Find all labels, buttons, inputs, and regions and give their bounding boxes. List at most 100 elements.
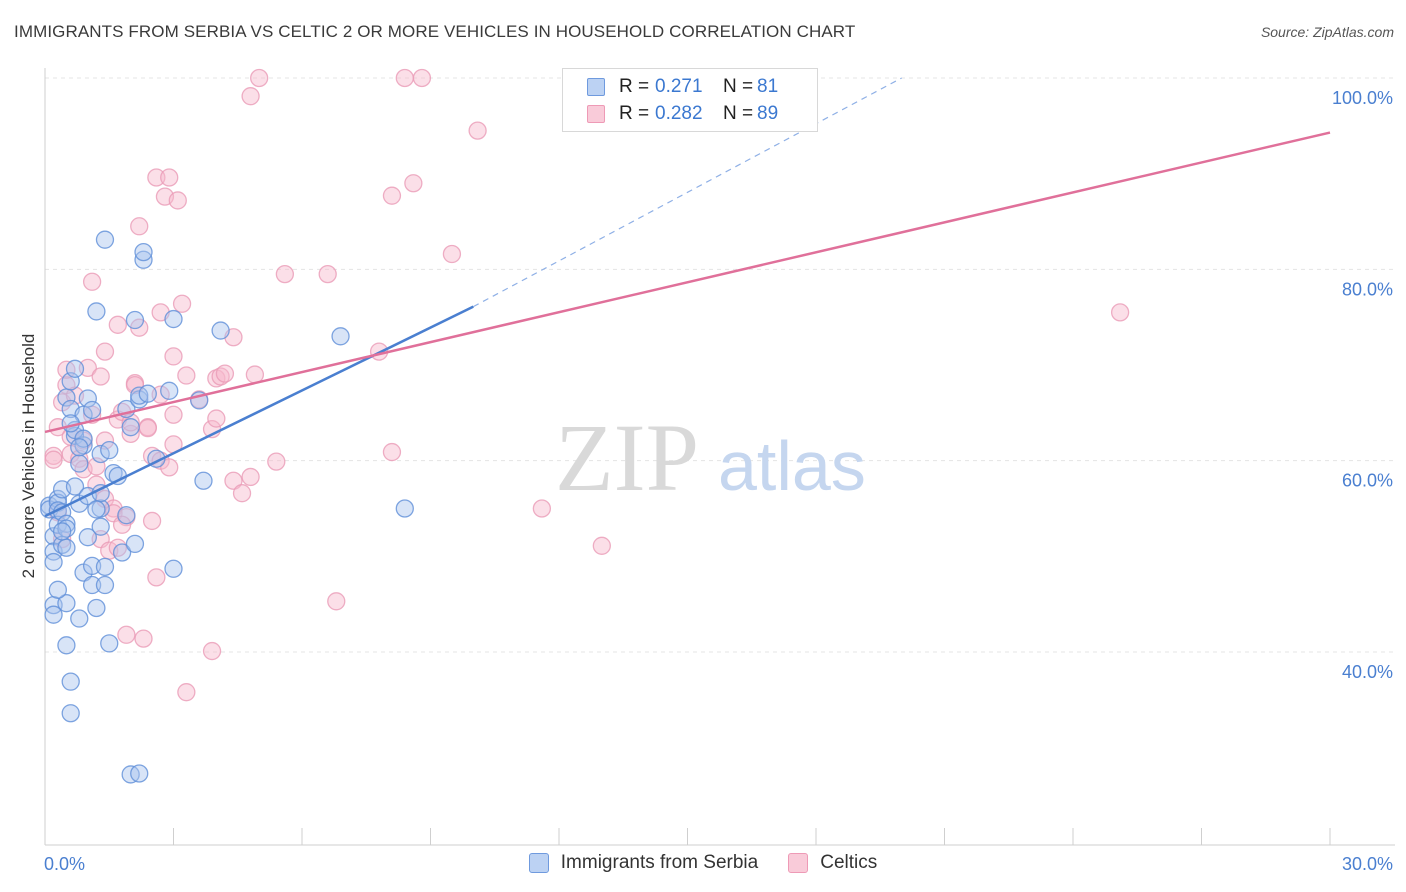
celtics-point [177, 683, 196, 702]
serbia-point [125, 534, 145, 554]
celtics-point [82, 272, 102, 291]
celtics-point [318, 264, 337, 284]
serbia-point [112, 543, 132, 562]
serbia-point [87, 302, 106, 321]
celtics-point [250, 68, 269, 88]
serbia-point [134, 242, 153, 262]
serbia-point [57, 594, 76, 613]
serbia-point [82, 556, 102, 576]
celtics-point [532, 499, 552, 518]
x-tick-label: 30.0% [1342, 854, 1393, 874]
celtics-point [442, 244, 462, 264]
series-legend: Immigrants from Serbia Celtics [0, 852, 1406, 874]
watermark-atlas: atlas [718, 427, 866, 505]
serbia-point [87, 500, 106, 519]
celtics-point [78, 358, 97, 378]
celtics-point [241, 87, 260, 106]
celtics-point [1110, 303, 1130, 322]
celtics-point [327, 592, 346, 611]
legend-item-celtics[interactable]: Celtics [788, 852, 877, 874]
y-tick-label: 40.0% [1342, 662, 1393, 682]
serbia-point [395, 499, 414, 518]
serbia-point [194, 471, 213, 490]
legend-n-label: N = [723, 103, 754, 124]
celtics-point [151, 385, 170, 404]
serbia-point [164, 559, 183, 578]
celtics-point [224, 471, 243, 490]
celtics-point [468, 121, 487, 140]
y-axis-title: 2 or more Vehicles in Household [19, 334, 38, 579]
serbia-point [95, 230, 115, 249]
serbia-point [74, 429, 93, 448]
legend-label-celtics: Celtics [820, 852, 878, 873]
celtics-point [147, 168, 166, 187]
serbia-point [125, 310, 145, 330]
legend-row-serbia: R = 0.271 N = 81 [587, 74, 778, 100]
chart-title: IMMIGRANTS FROM SERBIA VS CELTIC 2 OR MO… [14, 22, 856, 41]
celtics-point [108, 315, 127, 334]
celtics-point [130, 217, 149, 236]
celtics-point [395, 68, 414, 88]
source-label: Source: ZipAtlas.com [1260, 24, 1394, 40]
legend-swatch-serbia [587, 78, 605, 96]
serbia-point [70, 454, 89, 473]
serbia-point [44, 552, 63, 572]
celtics-point [592, 536, 611, 555]
celtics-point [164, 347, 183, 366]
serbia-point [78, 528, 97, 547]
serbia-point [65, 359, 85, 378]
x-tick-label: 0.0% [44, 854, 85, 874]
series-serbia-points [40, 230, 414, 784]
serbia-point [121, 418, 140, 437]
serbia-point [70, 438, 89, 457]
legend-swatch-celtics [587, 105, 605, 123]
legend-row-celtics: R = 0.282 N = 89 [587, 101, 778, 127]
serbia-trend-line [44, 305, 474, 518]
celtics-point [275, 264, 295, 284]
serbia-point [160, 381, 179, 400]
celtics-point [117, 625, 136, 644]
celtics-trend-line [44, 131, 1331, 434]
celtics-point [160, 458, 179, 477]
celtics-point [232, 484, 252, 503]
serbia-point [44, 605, 63, 624]
serbia-point [52, 522, 72, 541]
serbia-point [138, 384, 157, 403]
serbia-point [91, 444, 110, 464]
serbia-trend-extension [473, 77, 902, 308]
serbia-point [331, 327, 350, 346]
serbia-point [78, 389, 97, 408]
serbia-point [211, 321, 230, 340]
serbia-point [95, 575, 115, 595]
celtics-point [112, 515, 132, 534]
celtics-point [202, 641, 222, 661]
celtics-point [215, 364, 235, 383]
legend-n-value: 89 [757, 103, 779, 124]
legend-n-value: 81 [757, 76, 779, 97]
celtics-point [147, 568, 166, 587]
y-tick-labels: 40.0% 60.0% 80.0% 100.0% [1332, 88, 1393, 682]
celtics-point [134, 629, 153, 648]
x-tick-labels: 0.0% 30.0% [44, 854, 1393, 874]
serbia-point [100, 440, 119, 460]
series-celtics-points [44, 68, 1130, 702]
celtics-point [382, 442, 402, 462]
celtics-point [95, 342, 115, 361]
serbia-point [130, 764, 149, 783]
legend-r-label: R = [619, 76, 650, 97]
legend-item-serbia[interactable]: Immigrants from Serbia [528, 852, 758, 874]
celtics-point [44, 450, 63, 469]
serbia-point [61, 672, 80, 691]
serbia-point [100, 634, 119, 653]
serbia-point [117, 506, 136, 525]
celtics-point [207, 409, 226, 428]
celtics-point [267, 452, 286, 471]
serbia-point [95, 557, 115, 577]
celtics-point [125, 375, 145, 395]
watermark: ZIP atlas [555, 404, 866, 511]
legend-swatch-serbia [528, 853, 549, 873]
legend-swatch-celtics [788, 853, 809, 873]
serbia-point [70, 609, 89, 628]
celtics-point [241, 467, 260, 487]
y-tick-label: 60.0% [1342, 471, 1393, 491]
